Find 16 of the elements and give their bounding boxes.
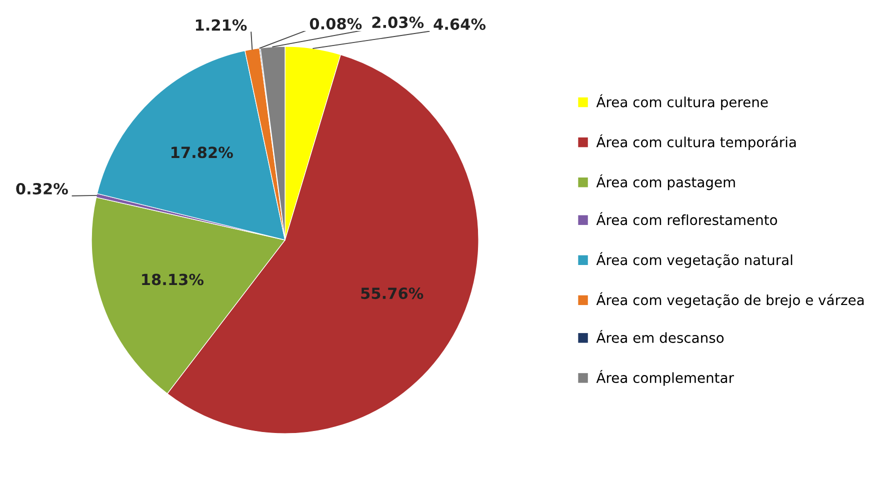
data-label: 17.82% (172, 146, 233, 158)
legend-label: Área com pastagem (596, 174, 735, 190)
data-label: 55.76% (361, 288, 424, 300)
data-label: 1.21% (196, 19, 247, 31)
data-label: 0.08% (310, 18, 362, 30)
legend-label: Área com cultura temporária (596, 134, 796, 150)
data-label: 0.32% (16, 182, 68, 195)
data-label: 18.13% (142, 274, 204, 286)
legend-label: Área com reflorestamento (596, 212, 778, 226)
data-label: 2.03% (372, 16, 424, 28)
data-label: 4.64% (434, 18, 486, 30)
legend-label: Área com cultura perene (596, 94, 768, 110)
legend-label: Área em descanso (596, 330, 724, 343)
legend-label: Área com vegetação de brejo e várzea (596, 292, 864, 308)
legend-label: Área com vegetação natural (596, 252, 792, 268)
legend-label: Área complementar (596, 370, 734, 386)
